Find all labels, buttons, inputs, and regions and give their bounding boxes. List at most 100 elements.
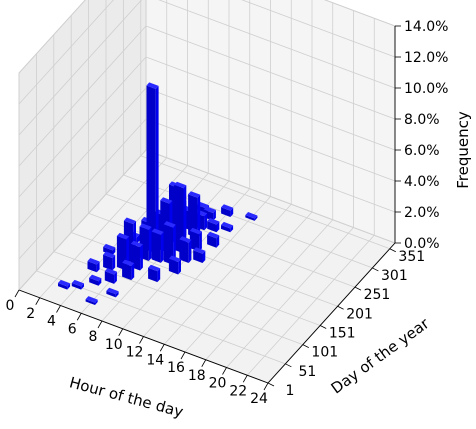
x-tick-mark [35,297,41,305]
bar-face-top [87,258,100,265]
z-tick-label: 0.0% [404,236,440,252]
x-tick-mark [76,313,82,321]
bar-face-top [122,259,135,267]
bar-face-top [193,247,206,254]
y-tick-label: 301 [381,268,408,284]
bar-face-top [146,82,159,89]
grid-line-z-left [18,87,147,229]
bar-face-side [136,234,140,244]
bar-face-top [188,191,201,198]
bars-group [58,82,258,305]
bar-face-top [174,181,187,189]
y-tick-mark [302,344,309,349]
grid-line-z-left [18,0,86,74]
x-tick-mark [180,351,186,360]
bar [245,212,258,221]
bar-face-top [103,251,116,259]
x-axis-label: Hour of the day [67,373,185,421]
bar-face-side [173,224,176,265]
bar [188,191,201,238]
y-tick-mark [285,363,292,368]
bar-face-side [157,268,161,283]
bar [106,287,119,298]
bar-face-top [168,255,181,263]
z-axis-label: Frequency [454,111,472,189]
bar-face-side [112,247,116,256]
grid-line-z-left [18,56,147,198]
z-tick-label: 8.0% [404,112,440,128]
x-tick-label: 2 [26,306,35,322]
bar [85,296,98,305]
bar-face-side [199,231,202,252]
z-tick-label: 6.0% [404,143,440,159]
bar-face-front [87,261,97,273]
grid-line-z-left [18,118,147,260]
x-tick-mark [263,382,269,391]
x-tick-mark [222,367,227,375]
y-tick-mark [372,267,379,272]
grid-line-z-left [18,149,147,291]
bar-face-side [140,244,143,271]
bar-face-front [89,277,99,286]
y-tick-label: 251 [364,287,391,303]
bar-face-top [139,223,152,230]
bar-face-top [203,206,216,213]
bar-face-side [131,263,135,281]
bar [221,204,234,217]
grid-line-z-back [324,0,396,27]
bar-face-top [221,204,234,211]
bar [103,251,116,271]
bar-face-front [58,283,68,290]
grid-line-day-floor [123,174,373,269]
bar-face-front [221,207,231,217]
bar [58,279,71,290]
grid-line-z-back [145,25,396,120]
grid-line-z-left [18,0,143,136]
y-tick-mark [320,325,327,329]
bar-face-side [216,235,220,248]
bar-face-top [89,274,102,282]
bar-face-top [130,240,143,248]
bar-face-side [188,239,192,263]
bar-face-side [155,85,159,254]
bar-face-top [71,279,84,287]
bar-face-side [160,231,164,263]
bar-face-side [95,299,98,305]
y-tick-label: 101 [311,345,338,361]
x-tick-label: 0 [6,298,15,314]
x-tick-label: 10 [105,337,123,353]
x-tick-label: 8 [89,329,98,345]
x-tick-mark [56,305,61,313]
bar-face-front [207,234,217,248]
bar-face-side [230,225,234,233]
y-axis-line [267,242,396,384]
grid-line-hour-floor [205,219,334,361]
bar [193,247,206,263]
bar-face-top [116,232,130,240]
bar-face-front [188,194,198,238]
bar-face-side [202,250,206,263]
x-tick-mark [14,289,20,298]
bar-face-front [193,250,203,263]
grid-line-day-floor [140,155,390,250]
bar [103,243,116,256]
bar [122,259,135,281]
bar-face-front [168,258,179,275]
y-tick-mark [337,305,344,310]
grid-line-hour-floor [39,157,168,299]
bar-face-side [178,259,181,275]
grid-line-hour-floor [184,211,313,353]
bar-face-front [189,230,200,252]
x-tick-mark [97,320,103,329]
bar-face-top [103,243,116,251]
bar-face-top [148,264,161,272]
z-tick-label: 14.0% [404,19,448,35]
bar-face-top [207,231,220,239]
bar-face-front [122,262,132,281]
x-tick-label: 18 [188,368,206,384]
bar-face-front [85,299,95,305]
bar [151,228,164,263]
bar-face-front [163,224,174,265]
grid-line-hour-floor [163,203,292,345]
